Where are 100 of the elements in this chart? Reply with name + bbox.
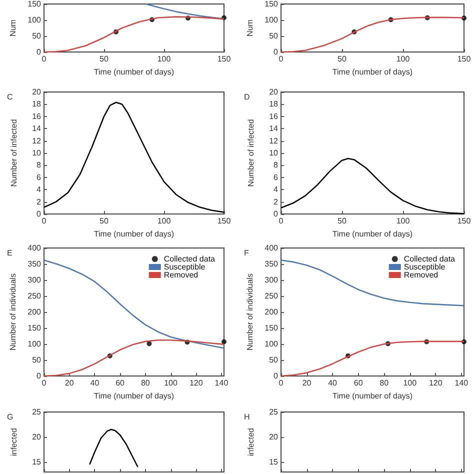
legend-label: Collected data bbox=[404, 254, 456, 264]
x-tick-label: 100 bbox=[396, 54, 410, 64]
y-tick-label: 15 bbox=[269, 458, 279, 466]
y-tick-label: 400 bbox=[264, 244, 279, 252]
legend-label: Susceptible bbox=[404, 262, 446, 272]
legend-label: Collected data bbox=[164, 254, 216, 264]
y-tick-label: 10 bbox=[269, 148, 279, 158]
line-series bbox=[145, 3, 225, 20]
x-tick-label: 50 bbox=[100, 54, 109, 64]
y-tick-label: 400 bbox=[28, 244, 42, 252]
y-tick-label: 200 bbox=[28, 308, 42, 316]
line-series bbox=[280, 158, 465, 214]
y-tick-label: 16 bbox=[269, 112, 279, 121]
y-tick-label: 50 bbox=[269, 356, 279, 364]
x-tick-label: 100 bbox=[157, 54, 172, 64]
y-tick-label: 50 bbox=[32, 356, 42, 364]
chart-title: E bbox=[7, 248, 12, 258]
legend-label: Removed bbox=[404, 270, 438, 280]
x-tick-label: 50 bbox=[338, 216, 347, 226]
x-tick-label: 140 bbox=[214, 378, 229, 388]
y-tick-label: 250 bbox=[264, 292, 279, 300]
x-tick-label: 20 bbox=[64, 378, 74, 388]
y-tick-label: 6 bbox=[36, 172, 42, 182]
y-tick-label: 350 bbox=[264, 260, 279, 268]
y-tick-label: 250 bbox=[28, 292, 42, 300]
line-series bbox=[43, 16, 225, 53]
y-tick-label: 50 bbox=[32, 32, 42, 40]
x-tick-label: 140 bbox=[454, 378, 469, 388]
y-tick-label: 2 bbox=[274, 197, 279, 206]
y-tick-label: 0 bbox=[274, 372, 279, 380]
x-tick-label: 20 bbox=[302, 378, 312, 388]
x-tick-label: 100 bbox=[403, 378, 418, 388]
y-tick-label: 20 bbox=[32, 432, 42, 442]
y-axis-title: Number of infected bbox=[246, 119, 256, 187]
y-tick-label: 6 bbox=[274, 172, 279, 182]
y-tick-label: 300 bbox=[28, 276, 42, 284]
x-tick-label: 40 bbox=[90, 378, 100, 388]
y-tick-label: 0 bbox=[36, 372, 42, 380]
y-tick-label: 10 bbox=[32, 148, 42, 158]
y-tick-label: 20 bbox=[269, 88, 279, 96]
y-tick-label: 2 bbox=[36, 197, 42, 206]
line-series bbox=[280, 340, 465, 377]
x-tick-label: 120 bbox=[428, 378, 443, 388]
x-tick-label: 150 bbox=[217, 216, 232, 226]
y-tick-label: 8 bbox=[274, 160, 279, 170]
x-tick-label: 120 bbox=[189, 378, 204, 388]
y-tick-label: 100 bbox=[28, 340, 42, 348]
y-tick-label: 12 bbox=[269, 136, 279, 146]
y-tick-label: 150 bbox=[28, 0, 42, 8]
chart-title: F bbox=[244, 248, 249, 258]
y-tick-label: 25 bbox=[32, 408, 42, 416]
y-tick-label: 14 bbox=[32, 124, 42, 134]
point bbox=[222, 339, 226, 344]
y-tick-label: 4 bbox=[274, 185, 279, 194]
chart-title: C bbox=[7, 92, 13, 102]
y-tick-label: 16 bbox=[32, 112, 42, 121]
x-axis-title: Time (number of days) bbox=[94, 392, 174, 400]
x-axis-title: Time (number of days) bbox=[94, 230, 174, 238]
x-tick-label: 100 bbox=[164, 378, 178, 388]
legend-label: Susceptible bbox=[164, 262, 206, 272]
x-axis-title: Time (number of days) bbox=[332, 392, 413, 400]
y-tick-label: 50 bbox=[269, 32, 279, 40]
x-tick-label: 150 bbox=[457, 54, 472, 64]
x-axis-title: Time (number of days) bbox=[94, 68, 174, 76]
chart-title: D bbox=[244, 92, 250, 102]
y-tick-label: 350 bbox=[28, 260, 42, 268]
y-axis-title: infected bbox=[10, 428, 18, 456]
chart-title: G bbox=[7, 412, 14, 422]
x-tick-label: 60 bbox=[354, 378, 364, 388]
y-tick-label: 100 bbox=[264, 340, 279, 348]
y-tick-label: 0 bbox=[274, 48, 279, 56]
line-series bbox=[43, 102, 225, 213]
y-tick-label: 150 bbox=[28, 324, 42, 332]
y-tick-label: 200 bbox=[264, 308, 279, 316]
y-tick-label: 0 bbox=[36, 210, 42, 218]
chart-title: H bbox=[244, 412, 250, 422]
y-tick-label: 100 bbox=[264, 16, 279, 24]
y-axis-title: Number of infected bbox=[10, 119, 18, 187]
x-tick-label: 50 bbox=[100, 216, 109, 226]
x-tick-label: 100 bbox=[396, 216, 410, 226]
y-tick-label: 14 bbox=[269, 124, 279, 134]
y-axis-title: Num bbox=[245, 19, 254, 36]
y-tick-label: 18 bbox=[269, 100, 279, 109]
y-tick-label: 0 bbox=[274, 210, 279, 218]
y-tick-label: 18 bbox=[32, 100, 42, 109]
x-tick-label: 150 bbox=[217, 54, 232, 64]
x-axis-title: Time (number of days) bbox=[332, 230, 413, 238]
y-tick-label: 15 bbox=[32, 458, 42, 466]
y-tick-label: 20 bbox=[32, 88, 42, 96]
y-tick-label: 0 bbox=[36, 48, 42, 56]
line-series bbox=[88, 428, 138, 468]
x-tick-label: 50 bbox=[338, 54, 347, 64]
y-axis-title: Num bbox=[8, 19, 18, 36]
y-tick-label: 4 bbox=[36, 185, 42, 194]
x-tick-label: 80 bbox=[140, 378, 150, 388]
y-axis-title: infected bbox=[246, 428, 256, 456]
y-tick-label: 25 bbox=[269, 408, 279, 416]
x-tick-label: 80 bbox=[380, 378, 390, 388]
line-series bbox=[280, 16, 465, 53]
x-tick-label: 60 bbox=[116, 378, 126, 388]
